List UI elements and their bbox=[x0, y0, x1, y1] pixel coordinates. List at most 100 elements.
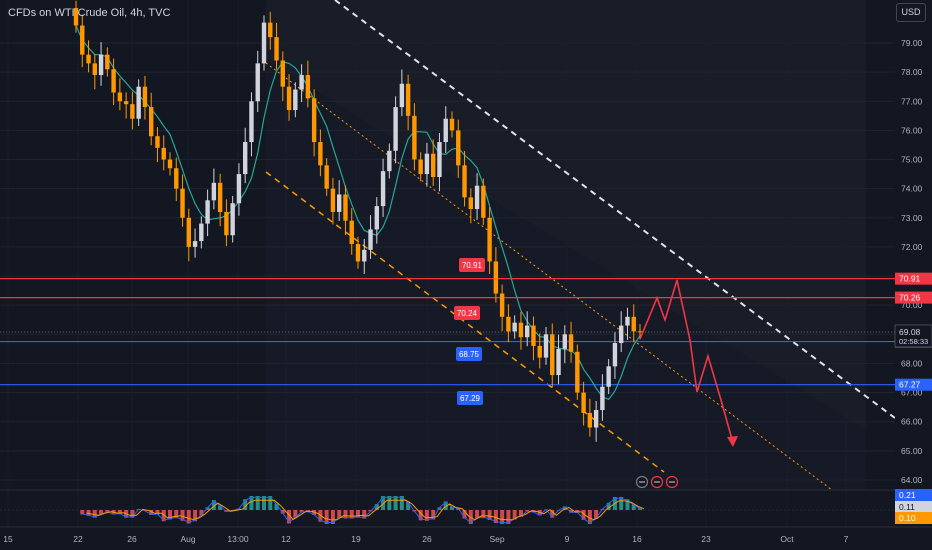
candle-body bbox=[80, 25, 85, 55]
candle-body bbox=[506, 316, 511, 332]
histogram-bar bbox=[500, 510, 505, 524]
x-tick-label: 26 bbox=[127, 534, 137, 544]
candle-body bbox=[568, 334, 574, 352]
channel-shading bbox=[266, 0, 866, 490]
x-tick-label: 15 bbox=[3, 534, 13, 544]
candle-body bbox=[412, 115, 417, 160]
candle-body bbox=[562, 334, 567, 349]
time-axis[interactable]: 15 22 26 Aug 13:00 12 19 26 Sep 9 16 23 Oct 7 bbox=[0, 526, 932, 544]
candle-body bbox=[449, 118, 455, 131]
histogram-bar bbox=[280, 510, 285, 514]
histogram-bar bbox=[393, 496, 398, 510]
price-axis[interactable]: 79.00 78.00 77.00 76.00 75.00 74.00 73.00 72.00… bbox=[894, 0, 932, 550]
candle-body bbox=[474, 185, 480, 210]
projection-arrow[interactable] bbox=[639, 279, 738, 447]
candle-body bbox=[405, 83, 411, 116]
histogram-bar bbox=[155, 510, 160, 515]
level-axis-label: 70.26 bbox=[899, 293, 921, 303]
projection-path[interactable] bbox=[639, 279, 734, 444]
currency-button[interactable]: USD bbox=[896, 3, 926, 22]
level-axis-label: 70.91 bbox=[899, 274, 921, 284]
current-price-label: 69.08 bbox=[899, 327, 921, 337]
histogram-bar bbox=[594, 510, 599, 519]
level-tag bbox=[459, 258, 485, 272]
price-channel bbox=[265, 0, 896, 491]
candle-body bbox=[73, 8, 79, 26]
candle-body bbox=[243, 142, 248, 175]
y-tick-label: 78.00 bbox=[901, 67, 923, 77]
candle-body bbox=[368, 229, 373, 250]
candle-body bbox=[593, 410, 599, 428]
candle-body bbox=[637, 331, 643, 333]
candle-body bbox=[374, 206, 379, 230]
candle-body bbox=[105, 54, 110, 70]
histogram-bar bbox=[92, 510, 97, 518]
candle-body bbox=[487, 217, 492, 262]
candle-body bbox=[167, 159, 173, 169]
candle-body bbox=[606, 366, 611, 387]
candle-body bbox=[612, 343, 618, 367]
y-tick-label: 66.00 bbox=[901, 417, 923, 427]
candle-body bbox=[86, 54, 91, 64]
histogram-bar bbox=[330, 510, 335, 524]
candle-body bbox=[92, 63, 97, 76]
candle-body bbox=[493, 261, 499, 294]
candle-body bbox=[581, 392, 586, 413]
histogram-bar bbox=[512, 510, 517, 520]
histogram-bar bbox=[381, 496, 386, 510]
histogram-bar bbox=[462, 510, 467, 519]
chart-title: CFDs on WTI Crude Oil, 4h, TVC bbox=[8, 7, 171, 19]
countdown-label: 02:58:33 bbox=[899, 337, 928, 346]
histogram-bar bbox=[199, 510, 204, 516]
histogram-bar bbox=[625, 499, 630, 510]
candle-body bbox=[236, 174, 242, 204]
candle-body bbox=[130, 104, 135, 119]
x-tick-label: 16 bbox=[632, 534, 642, 544]
histogram-bar bbox=[218, 505, 223, 510]
histogram-bar bbox=[318, 510, 323, 522]
level-tag bbox=[457, 391, 483, 405]
candle-body bbox=[456, 130, 461, 166]
candle-body bbox=[349, 220, 354, 244]
histogram-bar bbox=[431, 510, 436, 520]
histogram-bar bbox=[211, 500, 216, 510]
event-markers[interactable] bbox=[635, 475, 679, 489]
histogram-bar bbox=[268, 496, 273, 510]
y-tick-label: 74.00 bbox=[901, 184, 923, 194]
candle-body bbox=[211, 182, 217, 201]
x-tick-label: Sep bbox=[489, 534, 504, 544]
histogram-bar bbox=[450, 506, 454, 510]
level-axis-label: 67.27 bbox=[899, 380, 921, 390]
candle-body bbox=[111, 69, 116, 93]
indicator-badge bbox=[895, 501, 932, 513]
histogram-bar bbox=[305, 510, 310, 512]
histogram-bar bbox=[506, 510, 511, 524]
histogram-bar bbox=[550, 510, 555, 518]
histogram-bar bbox=[80, 510, 85, 515]
histogram-bar bbox=[168, 510, 172, 520]
horizontal-levels[interactable] bbox=[0, 278, 895, 386]
x-tick-label: 22 bbox=[73, 534, 83, 544]
histogram-bar bbox=[293, 510, 298, 519]
candle-body bbox=[462, 165, 467, 198]
histogram-bar bbox=[299, 510, 304, 513]
histogram-bar bbox=[287, 510, 292, 524]
candle-body bbox=[117, 92, 123, 102]
candle-body bbox=[387, 150, 392, 172]
x-tick-label: 9 bbox=[565, 534, 570, 544]
candle-body bbox=[556, 348, 561, 376]
candle-body bbox=[217, 182, 223, 212]
x-tick-label: Aug bbox=[180, 534, 195, 544]
candle-body bbox=[155, 136, 160, 148]
candle-body bbox=[380, 171, 386, 207]
current-price-badge bbox=[894, 324, 932, 348]
candle-body bbox=[362, 249, 367, 262]
candle-body bbox=[631, 316, 636, 332]
histogram-bar bbox=[243, 499, 248, 510]
candle-body bbox=[393, 107, 398, 151]
histogram-bar bbox=[249, 496, 254, 510]
level-axis-badge bbox=[895, 378, 932, 391]
y-tick-label: 68.00 bbox=[901, 358, 923, 368]
histogram-bar bbox=[443, 501, 448, 510]
